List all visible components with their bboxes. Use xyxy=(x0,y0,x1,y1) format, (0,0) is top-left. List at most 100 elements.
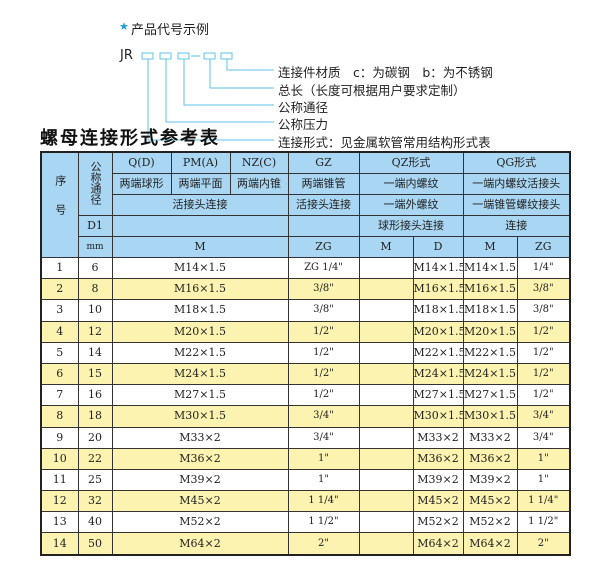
cell-qg-zg: 1" xyxy=(516,447,571,470)
cell-no: 8 xyxy=(40,405,79,428)
cell-m: M64×2 xyxy=(111,532,289,556)
header-m: M xyxy=(111,236,289,258)
cell-qg-m: M39×2 xyxy=(462,468,518,492)
header-qg-zg: ZG xyxy=(516,236,571,258)
cell-dn: 32 xyxy=(77,490,113,513)
header-pm-desc: 两端平面 xyxy=(170,173,231,195)
cell-no: 1 xyxy=(40,256,79,280)
cell-zg: 1" xyxy=(287,468,360,492)
nut-connection-table: 序号 公称通径 Q(D) PM(A) NZ(C) GZ QZ形式 QG形式 两端… xyxy=(40,151,572,556)
cell-no: 5 xyxy=(40,341,79,364)
table-row: 1 6 M14×1.5 ZG 1/4" M14×1.5 M14×1.5 1/4" xyxy=(40,256,571,280)
header-qg-desc2: 一端锥管螺纹接头 xyxy=(462,194,571,216)
label-length: 总长（长度可根据用户要求定制） xyxy=(278,83,466,98)
table-row: 7 16 M27×1.5 1/2" M27×1.5 M27×1.5 1/2" xyxy=(40,384,571,407)
cell-qz-d: M52×2 xyxy=(412,511,464,534)
cell-qz-m xyxy=(358,447,414,470)
cell-qz-d: M45×2 xyxy=(412,490,464,513)
cell-zg: 1/2" xyxy=(287,384,360,407)
header-q-desc: 两端球形 xyxy=(111,173,172,195)
cell-qg-zg: 3/4" xyxy=(516,405,571,428)
cell-m: M14×1.5 xyxy=(111,256,289,280)
cell-qg-m: M16×1.5 xyxy=(462,278,518,301)
table-title: 螺母连接形式参考表 xyxy=(40,128,220,149)
label-connection: 连接形式：见金属软管常用结构形式表 xyxy=(278,135,491,150)
table-row: 4 12 M20×1.5 1/2" M20×1.5 M20×1.5 1/2" xyxy=(40,320,571,343)
label-diameter: 公称通径 xyxy=(278,100,329,115)
cell-qz-m xyxy=(358,384,414,407)
cell-m: M22×1.5 xyxy=(111,341,289,364)
cell-qz-m xyxy=(358,490,414,513)
cell-qz-d: M24×1.5 xyxy=(412,362,464,386)
cell-m: M45×2 xyxy=(111,490,289,513)
header-qg-desc1: 一端内螺纹活接头 xyxy=(462,173,571,195)
cell-qg-zg: 1" xyxy=(516,468,571,492)
cell-qz-d: M14×1.5 xyxy=(412,256,464,280)
cell-qg-zg: 2" xyxy=(516,532,571,556)
cell-qz-d: M22×1.5 xyxy=(412,341,464,364)
cell-zg: 3/4" xyxy=(287,405,360,428)
table-row: 12 32 M45×2 1 1/4" M45×2 M45×2 1 1/4" xyxy=(40,490,571,513)
cell-qg-zg: 3/8" xyxy=(516,278,571,301)
cell-no: 7 xyxy=(40,384,79,407)
cell-qz-m xyxy=(358,511,414,534)
cell-qz-m xyxy=(358,256,414,280)
cell-zg: ZG 1/4" xyxy=(287,256,360,280)
cell-dn: 10 xyxy=(77,299,113,322)
header-qz-desc2: 一端外螺纹 xyxy=(358,194,464,216)
header-nz-desc: 两端内锥 xyxy=(229,173,289,195)
table-row: 8 18 M30×1.5 3/4" M30×1.5 M30×1.5 3/4" xyxy=(40,405,571,428)
cell-no: 6 xyxy=(40,362,79,386)
cell-no: 4 xyxy=(40,320,79,343)
header-qg-m: M xyxy=(462,236,518,258)
cell-no: 14 xyxy=(40,532,79,556)
header-seq: 序号 xyxy=(40,151,79,258)
header-mm: mm xyxy=(77,236,113,258)
star-icon: ★ xyxy=(119,20,129,33)
header-qz-desc3: 球形接头连接 xyxy=(358,215,464,237)
header-joint: 活接头连接 xyxy=(111,194,289,216)
cell-qg-m: M52×2 xyxy=(462,511,518,534)
cell-zg: 1/2" xyxy=(287,362,360,386)
cell-m: M33×2 xyxy=(111,426,289,449)
cell-qz-m xyxy=(358,299,414,322)
cell-qg-zg: 1/2" xyxy=(516,384,571,407)
cell-qg-zg: 3/4" xyxy=(516,426,571,449)
cell-zg: 1/2" xyxy=(287,341,360,364)
cell-dn: 25 xyxy=(77,468,113,492)
header-blank xyxy=(111,215,289,237)
cell-m: M18×1.5 xyxy=(111,299,289,322)
cell-zg: 3/8" xyxy=(287,299,360,322)
table-row: 14 50 M64×2 2" M64×2 M64×2 2" xyxy=(40,532,571,556)
header-pm: PM(A) xyxy=(170,151,231,174)
cell-m: M24×1.5 xyxy=(111,362,289,386)
cell-qg-m: M22×1.5 xyxy=(462,341,518,364)
table-row: 3 10 M18×1.5 3/8" M18×1.5 M18×1.5 3/8" xyxy=(40,299,571,322)
header-gz: GZ xyxy=(287,151,360,174)
header-d1: D1 xyxy=(77,215,113,237)
cell-m: M30×1.5 xyxy=(111,405,289,428)
cell-m: M36×2 xyxy=(111,447,289,470)
cell-dn: 50 xyxy=(77,532,113,556)
header-zg: ZG xyxy=(287,236,360,258)
table-row: 13 40 M52×2 1 1/2" M52×2 M52×2 1 1/2" xyxy=(40,511,571,534)
cell-m: M20×1.5 xyxy=(111,320,289,343)
cell-qz-m xyxy=(358,405,414,428)
table-row: 6 15 M24×1.5 1/2" M24×1.5 M24×1.5 1/2" xyxy=(40,362,571,386)
cell-dn: 40 xyxy=(77,511,113,534)
cell-zg: 1" xyxy=(287,447,360,470)
diagram-heading: 产品代号示例 xyxy=(131,23,210,38)
header-nz: NZ(C) xyxy=(229,151,289,174)
cell-qg-m: M64×2 xyxy=(462,532,518,556)
cell-qz-m xyxy=(358,532,414,556)
cell-qz-d: M27×1.5 xyxy=(412,384,464,407)
cell-qz-d: M30×1.5 xyxy=(412,405,464,428)
cell-dn: 16 xyxy=(77,384,113,407)
code-prefix: JR xyxy=(120,48,133,63)
cell-qg-zg: 1/2" xyxy=(516,362,571,386)
table-row: 11 25 M39×2 1" M39×2 M39×2 1" xyxy=(40,468,571,492)
cell-no: 11 xyxy=(40,468,79,492)
cell-zg: 1 1/2" xyxy=(287,511,360,534)
header-qz-desc1: 一端内螺纹 xyxy=(358,173,464,195)
cell-qz-m xyxy=(358,362,414,386)
